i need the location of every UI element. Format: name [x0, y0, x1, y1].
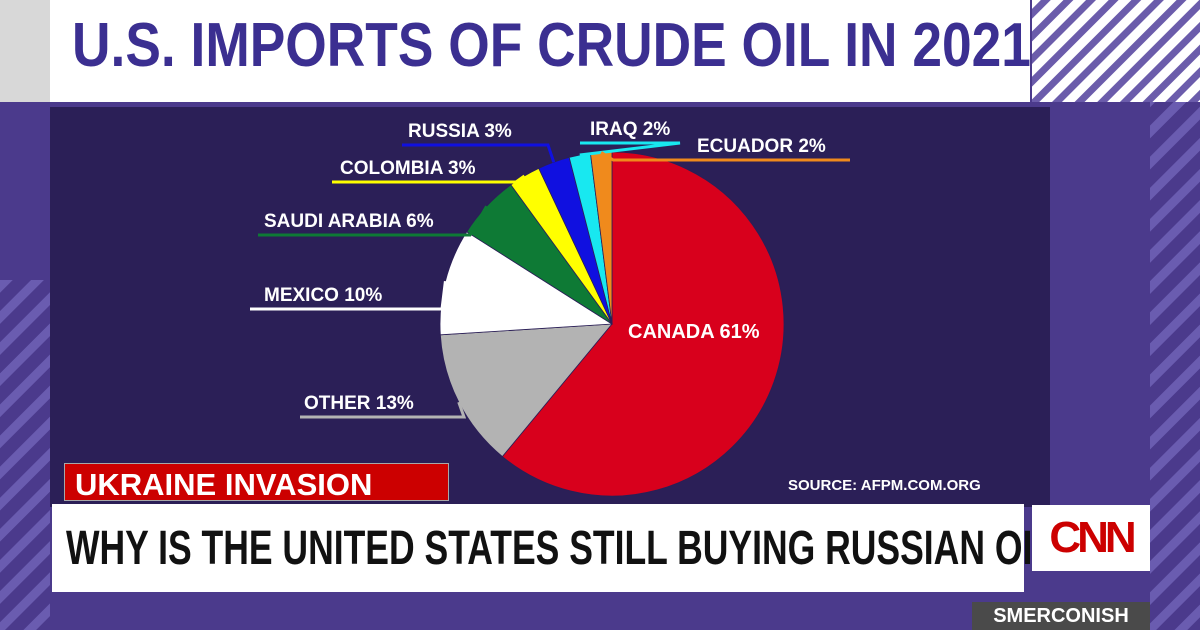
leader-line-saudi-arabia [258, 205, 488, 237]
pie-chart: CANADA 61% OTHER 13% MEXICO 10% SAUDI ARABI… [250, 119, 850, 497]
slice-label-other: OTHER 13% [304, 393, 414, 414]
cnn-logo-text: CNN [1049, 513, 1136, 562]
pie-slice-canada [501, 151, 785, 497]
chart-title: U.S. IMPORTS OF CRUDE OIL IN 2021 [72, 11, 1031, 80]
pie-slice-other [439, 323, 613, 458]
chart-panel: CANADA 61% OTHER 13% MEXICO 10% SAUDI ARABI… [50, 107, 1050, 507]
headline-bar: WHY IS THE UNITED STATES STILL BUYING RU… [52, 504, 1076, 592]
slice-label-mexico: MEXICO 10% [264, 285, 382, 306]
headline-text: WHY IS THE UNITED STATES STILL BUYING RU… [66, 522, 1076, 575]
topic-tag: UKRAINE INVASION [64, 463, 449, 502]
topic-tag-text: UKRAINE INVASION [75, 467, 373, 502]
leader-line-other [300, 401, 467, 419]
leader-line-iraq [579, 141, 681, 157]
cnn-logo: CNN [1032, 505, 1150, 571]
show-name-bug: SMERCONISH [972, 602, 1150, 630]
show-name: SMERCONISH [993, 605, 1129, 627]
slice-label-ecuador: ECUADOR 2% [697, 136, 826, 157]
slice-label-russia: RUSSIA 3% [408, 121, 512, 142]
leader-line-colombia [332, 174, 526, 184]
slice-label-iraq: IRAQ 2% [590, 119, 670, 140]
slice-label-canada: CANADA 61% [628, 321, 760, 343]
leader-line-russia [402, 143, 556, 163]
title-bar: U.S. IMPORTS OF CRUDE OIL IN 2021 [50, 0, 1031, 102]
slice-label-colombia: COLOMBIA 3% [340, 158, 476, 179]
leader-line-ecuador [600, 151, 850, 162]
leader-line-mexico [250, 281, 447, 311]
slice-label-saudi-arabia: SAUDI ARABIA 6% [264, 211, 434, 232]
source-label: SOURCE: AFPM.COM.ORG [788, 477, 981, 494]
